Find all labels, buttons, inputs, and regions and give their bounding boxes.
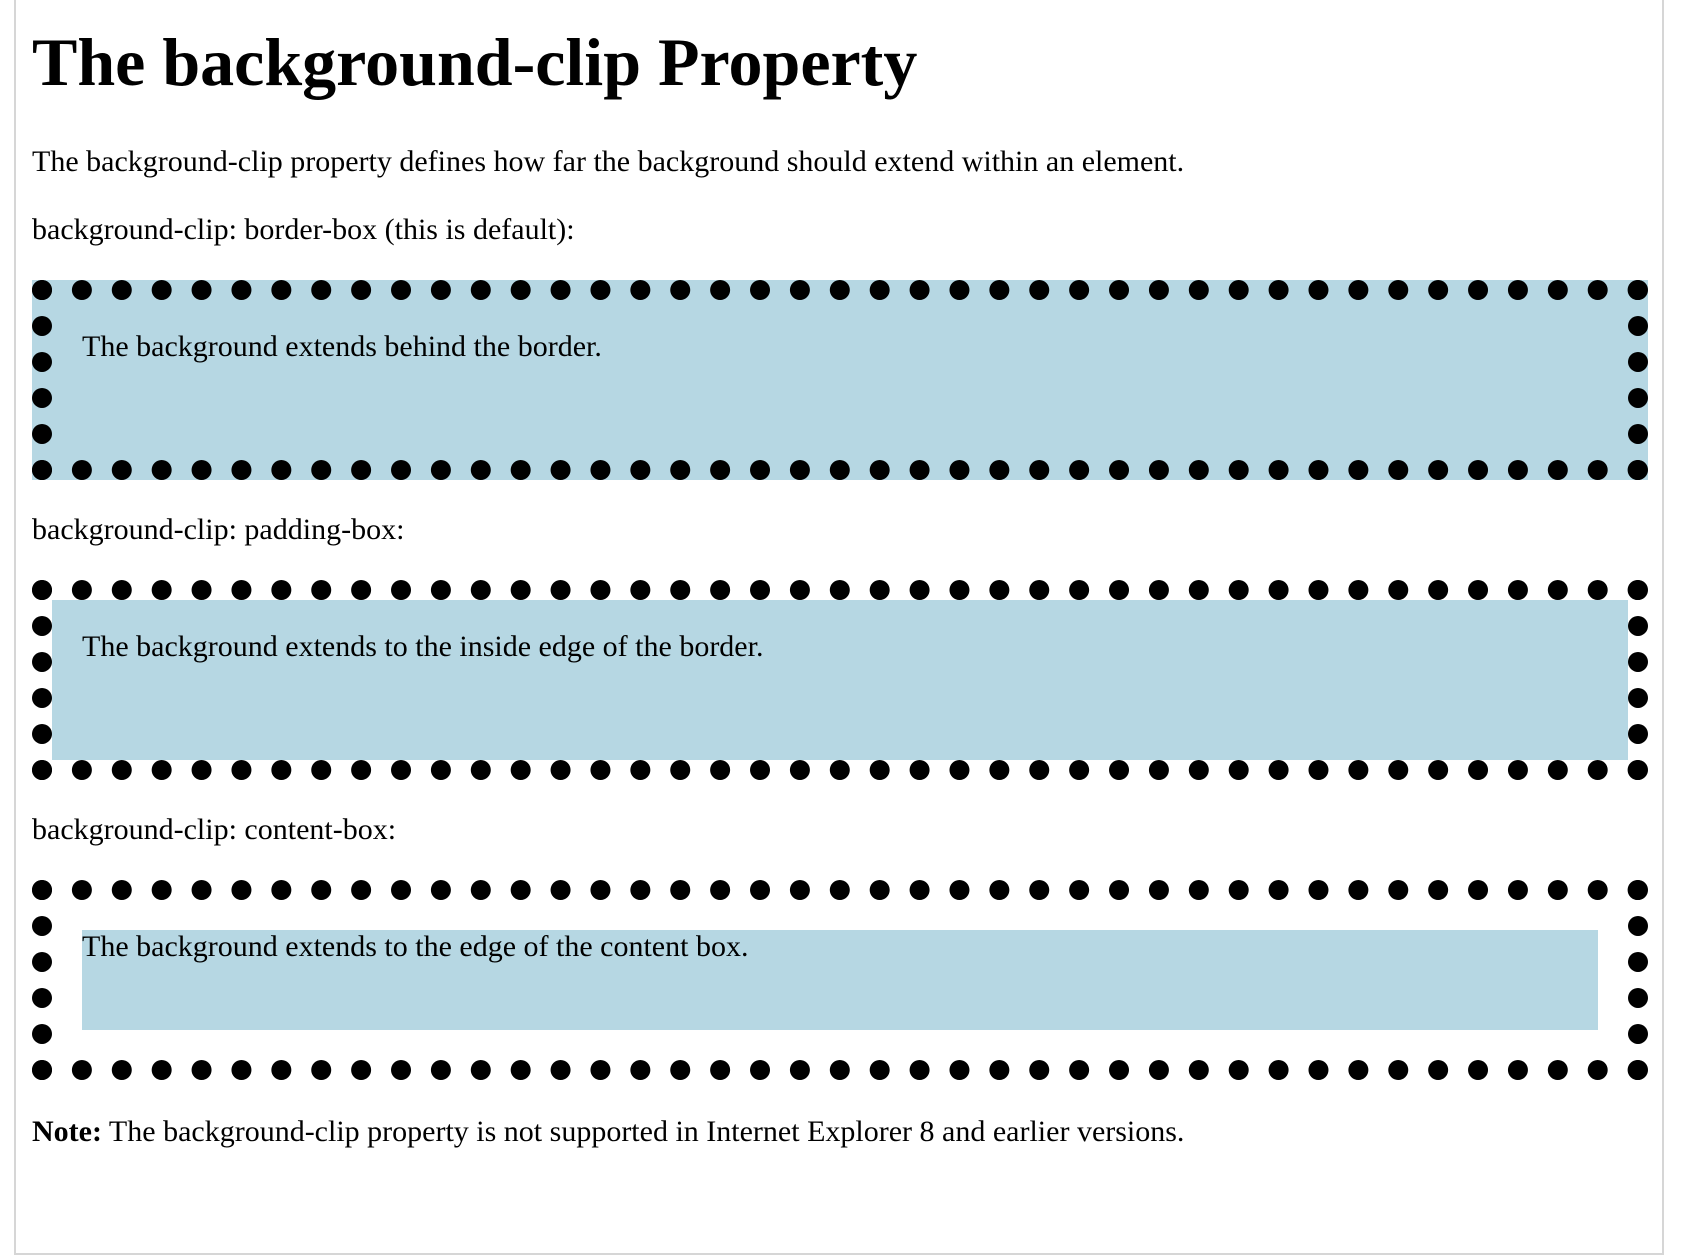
section-label-content-box: background-clip: content-box: xyxy=(32,813,397,846)
padding-box-demo: The background extends to the inside edg… xyxy=(32,580,1648,780)
section-label-border-box: background-clip: border-box (this is def… xyxy=(32,213,575,246)
page-title: The background-clip Property xyxy=(32,24,918,100)
document-frame: The background-clip Property The backgro… xyxy=(14,0,1664,1255)
intro-paragraph: The background-clip property defines how… xyxy=(32,145,1185,178)
section-label-padding-box: background-clip: padding-box: xyxy=(32,513,405,546)
note-label: Note: xyxy=(32,1115,102,1148)
note-paragraph: Note: The background-clip property is no… xyxy=(32,1115,1184,1149)
border-box-demo-text: The background extends behind the border… xyxy=(82,330,602,363)
content-box-demo-text: The background extends to the edge of th… xyxy=(82,930,749,963)
padding-box-demo-text: The background extends to the inside edg… xyxy=(82,630,764,663)
note-text: The background-clip property is not supp… xyxy=(101,1115,1185,1148)
border-box-demo: The background extends behind the border… xyxy=(32,280,1648,480)
content-box-demo: The background extends to the edge of th… xyxy=(32,880,1648,1080)
